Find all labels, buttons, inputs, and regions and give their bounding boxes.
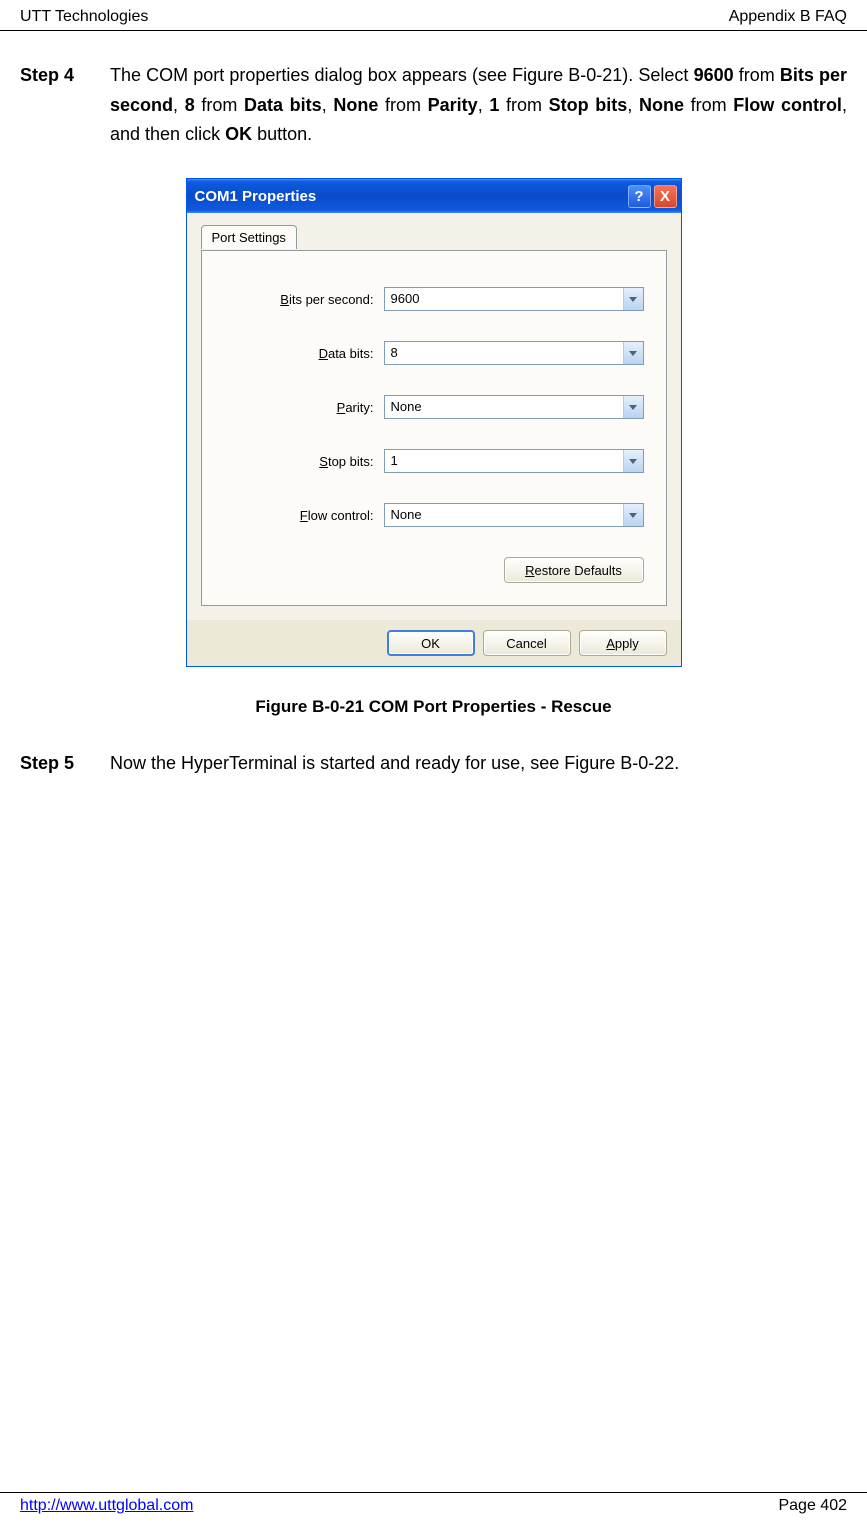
bold: 8 [185, 95, 195, 115]
text: , [627, 95, 639, 115]
bold: None [333, 95, 378, 115]
tab-port-settings[interactable]: Port Settings [201, 225, 297, 249]
label-data-bits: Data bits: [224, 346, 384, 361]
chevron-down-icon[interactable] [623, 288, 643, 310]
row-stop-bits: Stop bits: 1 [224, 449, 644, 473]
help-button[interactable]: ? [628, 185, 651, 208]
bold: Parity [428, 95, 478, 115]
combo-value: 8 [385, 342, 623, 364]
text: , [322, 95, 334, 115]
text: button. [252, 124, 312, 144]
combo-bits-per-second[interactable]: 9600 [384, 287, 644, 311]
bold: Stop bits [549, 95, 628, 115]
text: R [525, 563, 534, 578]
apply-button[interactable]: Apply [579, 630, 667, 656]
step-4-label: Step 4 [20, 61, 110, 150]
page-content: Step 4 The COM port properties dialog bo… [0, 31, 867, 779]
text: from [684, 95, 733, 115]
page-number: Page 402 [778, 1497, 847, 1515]
text: from [378, 95, 427, 115]
chevron-down-icon[interactable] [623, 504, 643, 526]
combo-value: None [385, 504, 623, 526]
text: A [606, 636, 615, 651]
row-data-bits: Data bits: 8 [224, 341, 644, 365]
label-parity: Parity: [224, 400, 384, 415]
bold: Data bits [244, 95, 322, 115]
titlebar[interactable]: COM1 Properties ? X [187, 179, 681, 213]
step-5-label: Step 5 [20, 749, 110, 779]
row-bits-per-second: Bits per second: 9600 [224, 287, 644, 311]
combo-parity[interactable]: None [384, 395, 644, 419]
page-footer: http://www.uttglobal.com Page 402 [0, 1492, 867, 1515]
com1-properties-dialog: COM1 Properties ? X Port Settings Bits p… [186, 178, 682, 667]
dialog-footer: OK Cancel Apply [187, 620, 681, 666]
header-left: UTT Technologies [20, 8, 148, 26]
cancel-button[interactable]: Cancel [483, 630, 571, 656]
step-5-text: Now the HyperTerminal is started and rea… [110, 749, 847, 779]
bold: OK [225, 124, 252, 144]
row-parity: Parity: None [224, 395, 644, 419]
chevron-down-icon[interactable] [623, 396, 643, 418]
combo-value: 9600 [385, 288, 623, 310]
row-flow-control: Flow control: None [224, 503, 644, 527]
restore-defaults-button[interactable]: Restore Defaults [504, 557, 644, 583]
combo-value: None [385, 396, 623, 418]
restore-row: Restore Defaults [224, 557, 644, 583]
combo-value: 1 [385, 450, 623, 472]
chevron-down-icon[interactable] [623, 450, 643, 472]
label-bits-per-second: Bits per second: [224, 292, 384, 307]
combo-stop-bits[interactable]: 1 [384, 449, 644, 473]
label-stop-bits: Stop bits: [224, 454, 384, 469]
step-4: Step 4 The COM port properties dialog bo… [20, 61, 847, 150]
tab-strip: Port Settings [201, 225, 667, 251]
bold: None [639, 95, 684, 115]
text: estore Defaults [534, 563, 621, 578]
chevron-down-icon[interactable] [623, 342, 643, 364]
titlebar-buttons: ? X [628, 185, 677, 208]
text: from [195, 95, 244, 115]
text: from [499, 95, 548, 115]
ok-button[interactable]: OK [387, 630, 475, 656]
text: , [478, 95, 490, 115]
text: , [173, 95, 185, 115]
text: from [734, 65, 780, 85]
page-header: UTT Technologies Appendix B FAQ [0, 0, 867, 31]
help-icon: ? [634, 188, 643, 205]
bold: 9600 [694, 65, 734, 85]
tab-panel: Bits per second: 9600 Data bits: 8 [201, 250, 667, 606]
step-5: Step 5 Now the HyperTerminal is started … [20, 749, 847, 779]
titlebar-title: COM1 Properties [195, 188, 317, 205]
header-right: Appendix B FAQ [729, 8, 847, 26]
close-button[interactable]: X [654, 185, 677, 208]
step-4-text: The COM port properties dialog box appea… [110, 61, 847, 150]
footer-link[interactable]: http://www.uttglobal.com [20, 1497, 193, 1515]
close-icon: X [660, 188, 670, 205]
text: pply [615, 636, 639, 651]
text: The COM port properties dialog box appea… [110, 65, 694, 85]
dialog-body: Port Settings Bits per second: 9600 Data… [187, 213, 681, 620]
combo-flow-control[interactable]: None [384, 503, 644, 527]
dialog-wrapper: COM1 Properties ? X Port Settings Bits p… [20, 178, 847, 667]
bold: 1 [489, 95, 499, 115]
label-flow-control: Flow control: [224, 508, 384, 523]
bold: Flow control [733, 95, 842, 115]
figure-caption: Figure B-0-21 COM Port Properties - Resc… [20, 697, 847, 717]
combo-data-bits[interactable]: 8 [384, 341, 644, 365]
